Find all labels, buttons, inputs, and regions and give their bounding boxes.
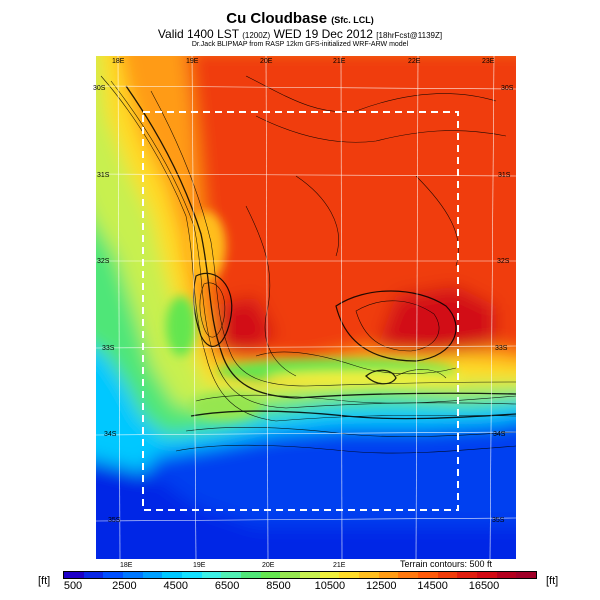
colorbar-swatch [83,572,104,578]
colorbar-swatch [319,572,340,578]
colorbar-swatch [339,572,360,578]
colorbar-swatch [142,572,163,578]
inner-domain-box [142,111,459,511]
lat-label-35s-left: 35S [108,517,121,524]
colorbar-tick-label: 14500 [417,580,448,592]
cloudbase-map [96,56,516,559]
colorbar-swatch [241,572,261,578]
lat-label-31s-left: 31S [97,172,110,179]
lon-label-21e-bottom: 21E [333,562,346,569]
lon-label-23e-top: 23E [482,58,495,65]
lat-label-30s-left: 30S [93,85,106,92]
lon-label-20e-top: 20E [260,58,273,65]
lat-label-31s-right: 31S [498,172,511,179]
lon-label-18e-bottom: 18E [120,562,133,569]
colorbar-swatch [103,572,124,578]
lat-label-34s-right: 34S [493,431,506,438]
lon-label-18e-top: 18E [112,58,125,65]
colorbar-swatch [221,572,242,578]
colorbar-tick-label: 6500 [214,580,240,592]
colorbar-swatch [359,572,379,578]
colorbar-swatch [516,572,537,578]
colorbar-swatch [457,572,478,578]
terrain-contour-note: Terrain contours: 500 ft [400,559,493,569]
colorbar-swatch [418,572,438,578]
lat-label-30s-right: 30S [501,85,514,92]
lat-label-33s-left: 33S [102,345,115,352]
colorbar [63,571,537,579]
lat-label-34s-left: 34S [104,431,117,438]
colorbar-swatch [182,572,202,578]
colorbar-swatch [123,572,143,578]
colorbar-swatch [300,572,320,578]
colorbar-tick-label: 8500 [266,580,291,592]
colorbar-swatch [162,572,183,578]
map-subtitle: Valid 1400 LST (1200Z) WED 19 Dec 2012 [… [157,27,443,41]
cloudbase-field [96,56,516,559]
lon-label-19e-bottom: 19E [193,562,206,569]
colorbar-swatch [201,572,222,578]
lon-label-19e-top: 19E [186,58,199,65]
map-title: Cu Cloudbase (Sfc. LCL) [226,10,374,27]
colorbar-swatch [64,572,84,578]
lon-label-20e-bottom: 20E [262,562,275,569]
lat-label-35s-right: 35S [492,517,505,524]
model-source: Dr.Jack BLIPMAP from RASP 12km GFS-initi… [191,41,409,48]
colorbar-swatch [398,572,419,578]
colorbar-swatch [437,572,458,578]
lon-label-21e-top: 21E [333,58,346,65]
colorbar-tick-label: 12500 [365,580,397,592]
colorbar-tick-label: 2500 [112,580,137,592]
colorbar-tick-label: 500 [63,580,83,592]
colorbar-swatch [280,572,301,578]
lat-label-32s-right: 32S [497,258,510,265]
lon-label-22e-top: 22E [408,58,421,65]
colorbar-unit-right: [ft] [546,575,559,587]
colorbar-swatch [260,572,281,578]
terrain-contours [100,75,516,454]
lat-label-33s-right: 33S [495,345,508,352]
colorbar-swatch [477,572,497,578]
colorbar-tick-label: 16500 [468,580,500,592]
colorbar-swatch [496,572,517,578]
lat-lon-grid [96,56,516,559]
colorbar-tick-label: 4500 [163,580,188,592]
colorbar-unit-left: [ft] [38,575,51,587]
lat-label-32s-left: 32S [97,258,110,265]
colorbar-tick-label: 10500 [314,580,346,592]
colorbar-swatch [378,572,399,578]
